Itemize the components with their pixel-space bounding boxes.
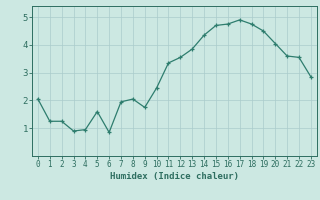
X-axis label: Humidex (Indice chaleur): Humidex (Indice chaleur) xyxy=(110,172,239,181)
